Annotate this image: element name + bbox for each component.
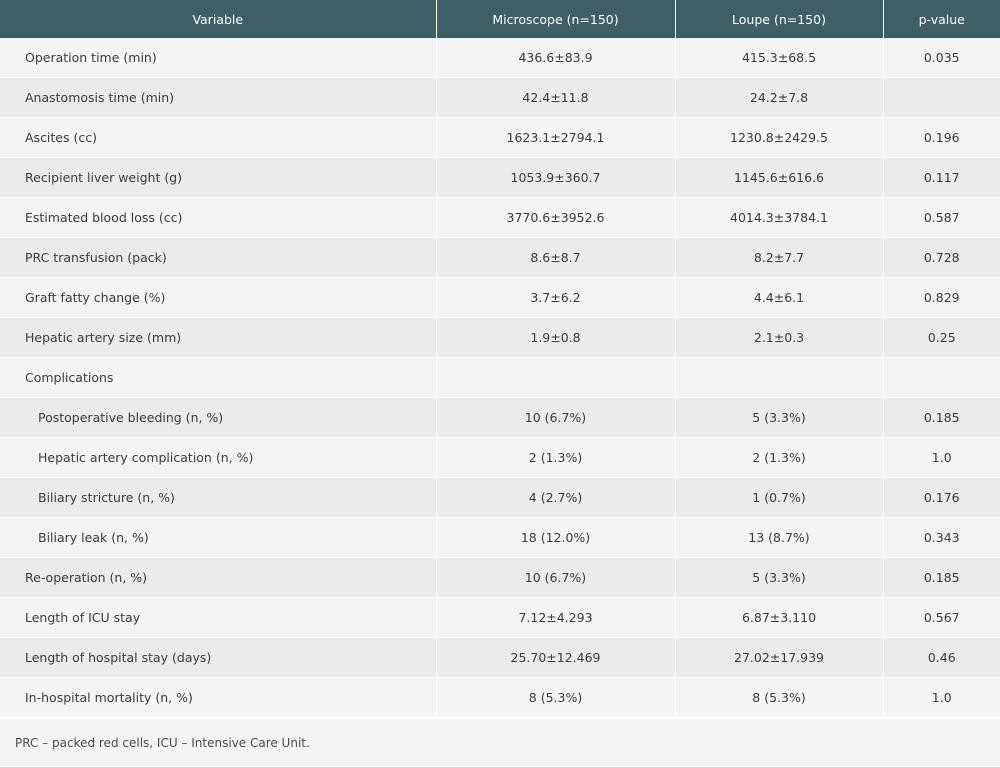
- header-p-value: p-value: [883, 0, 1000, 38]
- cell-variable: Recipient liver weight (g): [0, 157, 437, 198]
- table-row: In-hospital mortality (n, %) 8 (5.3%) 8 (5…: [0, 677, 1000, 718]
- cell-loupe: 8.2±7.7: [675, 237, 884, 278]
- cell-loupe: 415.3±68.5: [675, 38, 884, 78]
- cell-p-value: [883, 77, 1000, 118]
- table-row: Length of ICU stay 7.12±4.293 6.87±3.110 0.…: [0, 597, 1000, 638]
- cell-microscope: 1053.9±360.7: [436, 157, 676, 198]
- cell-variable: Operation time (min): [0, 38, 437, 78]
- cell-p-value: 0.829: [883, 277, 1000, 318]
- cell-variable: Length of ICU stay: [0, 597, 437, 638]
- cell-microscope: [436, 357, 676, 398]
- cell-variable: PRC transfusion (pack): [0, 237, 437, 278]
- cell-variable: Ascites (cc): [0, 117, 437, 158]
- table-header: Variable Microscope (n=150) Loupe (n=150…: [0, 0, 1000, 38]
- table-row: Complications: [0, 357, 1000, 398]
- table-row: Biliary stricture (n, %) 4 (2.7%) 1 (0.7%)…: [0, 477, 1000, 518]
- cell-variable: Hepatic artery size (mm): [0, 317, 437, 358]
- table-row: Hepatic artery size (mm) 1.9±0.8 2.1±0.3 0.…: [0, 317, 1000, 358]
- cell-p-value: 0.196: [883, 117, 1000, 158]
- cell-variable: Hepatic artery complication (n, %): [0, 437, 437, 478]
- cell-microscope: 7.12±4.293: [436, 597, 676, 638]
- cell-p-value: 0.343: [883, 517, 1000, 558]
- cell-loupe: [675, 357, 884, 398]
- cell-variable: Biliary leak (n, %): [0, 517, 437, 558]
- table-row: Hepatic artery complication (n, %) 2 (1.3…: [0, 437, 1000, 478]
- cell-microscope: 8 (5.3%): [436, 677, 676, 718]
- table-row: PRC transfusion (pack) 8.6±8.7 8.2±7.7 0.72…: [0, 237, 1000, 278]
- cell-loupe: 1145.6±616.6: [675, 157, 884, 198]
- cell-loupe: 6.87±3.110: [675, 597, 884, 638]
- cell-microscope: 18 (12.0%): [436, 517, 676, 558]
- table-footnote: PRC – packed red cells, ICU – Intensive …: [0, 718, 1000, 768]
- cell-p-value: 0.567: [883, 597, 1000, 638]
- cell-p-value: 0.587: [883, 197, 1000, 238]
- cell-p-value: 0.25: [883, 317, 1000, 358]
- cell-microscope: 4 (2.7%): [436, 477, 676, 518]
- cell-loupe: 8 (5.3%): [675, 677, 884, 718]
- cell-variable: Estimated blood loss (cc): [0, 197, 437, 238]
- cell-loupe: 27.02±17.939: [675, 637, 884, 678]
- table-body: Operation time (min) 436.6±83.9 415.3±68.5…: [0, 38, 1000, 718]
- cell-microscope: 1.9±0.8: [436, 317, 676, 358]
- table-row: Biliary leak (n, %) 18 (12.0%) 13 (8.7%) 0.…: [0, 517, 1000, 558]
- cell-p-value: 0.176: [883, 477, 1000, 518]
- cell-loupe: 5 (3.3%): [675, 397, 884, 438]
- cell-loupe: 1 (0.7%): [675, 477, 884, 518]
- header-microscope: Microscope (n=150): [436, 0, 676, 38]
- table-row: Graft fatty change (%) 3.7±6.2 4.4±6.1 0.82…: [0, 277, 1000, 318]
- table-row: Recipient liver weight (g) 1053.9±360.7 11…: [0, 157, 1000, 198]
- cell-p-value: [883, 357, 1000, 398]
- cell-p-value: 0.46: [883, 637, 1000, 678]
- cell-loupe: 24.2±7.8: [675, 77, 884, 118]
- cell-microscope: 25.70±12.469: [436, 637, 676, 678]
- cell-variable: Graft fatty change (%): [0, 277, 437, 318]
- cell-loupe: 5 (3.3%): [675, 557, 884, 598]
- cell-p-value: 0.185: [883, 397, 1000, 438]
- cell-loupe: 13 (8.7%): [675, 517, 884, 558]
- cell-microscope: 436.6±83.9: [436, 38, 676, 78]
- cell-variable: Re-operation (n, %): [0, 557, 437, 598]
- cell-variable: Biliary stricture (n, %): [0, 477, 437, 518]
- cell-variable: Complications: [0, 357, 437, 398]
- cell-microscope: 8.6±8.7: [436, 237, 676, 278]
- cell-microscope: 3770.6±3952.6: [436, 197, 676, 238]
- cell-variable: Anastomosis time (min): [0, 77, 437, 118]
- cell-loupe: 2.1±0.3: [675, 317, 884, 358]
- cell-variable: Postoperative bleeding (n, %): [0, 397, 437, 438]
- header-row: Variable Microscope (n=150) Loupe (n=150…: [0, 0, 1000, 38]
- cell-loupe: 4.4±6.1: [675, 277, 884, 318]
- results-table: Variable Microscope (n=150) Loupe (n=150…: [0, 0, 1000, 718]
- cell-p-value: 1.0: [883, 677, 1000, 718]
- cell-variable: In-hospital mortality (n, %): [0, 677, 437, 718]
- cell-p-value: 0.728: [883, 237, 1000, 278]
- cell-loupe: 1230.8±2429.5: [675, 117, 884, 158]
- table-row: Operation time (min) 436.6±83.9 415.3±68.5…: [0, 38, 1000, 78]
- cell-microscope: 10 (6.7%): [436, 557, 676, 598]
- header-loupe: Loupe (n=150): [675, 0, 884, 38]
- cell-microscope: 10 (6.7%): [436, 397, 676, 438]
- table-row: Re-operation (n, %) 10 (6.7%) 5 (3.3%) 0.18…: [0, 557, 1000, 598]
- cell-p-value: 0.185: [883, 557, 1000, 598]
- cell-microscope: 42.4±11.8: [436, 77, 676, 118]
- table-row: Length of hospital stay (days) 25.70±12.4…: [0, 637, 1000, 678]
- cell-loupe: 2 (1.3%): [675, 437, 884, 478]
- cell-p-value: 1.0: [883, 437, 1000, 478]
- cell-loupe: 4014.3±3784.1: [675, 197, 884, 238]
- cell-p-value: 0.035: [883, 38, 1000, 78]
- cell-p-value: 0.117: [883, 157, 1000, 198]
- table-row: Postoperative bleeding (n, %) 10 (6.7%) 5 …: [0, 397, 1000, 438]
- table-row: Estimated blood loss (cc) 3770.6±3952.6 40…: [0, 197, 1000, 238]
- header-variable: Variable: [0, 0, 437, 38]
- cell-microscope: 2 (1.3%): [436, 437, 676, 478]
- cell-microscope: 1623.1±2794.1: [436, 117, 676, 158]
- table-row: Ascites (cc) 1623.1±2794.1 1230.8±2429.5 0.…: [0, 117, 1000, 158]
- cell-microscope: 3.7±6.2: [436, 277, 676, 318]
- table-row: Anastomosis time (min) 42.4±11.8 24.2±7.8: [0, 77, 1000, 118]
- cell-variable: Length of hospital stay (days): [0, 637, 437, 678]
